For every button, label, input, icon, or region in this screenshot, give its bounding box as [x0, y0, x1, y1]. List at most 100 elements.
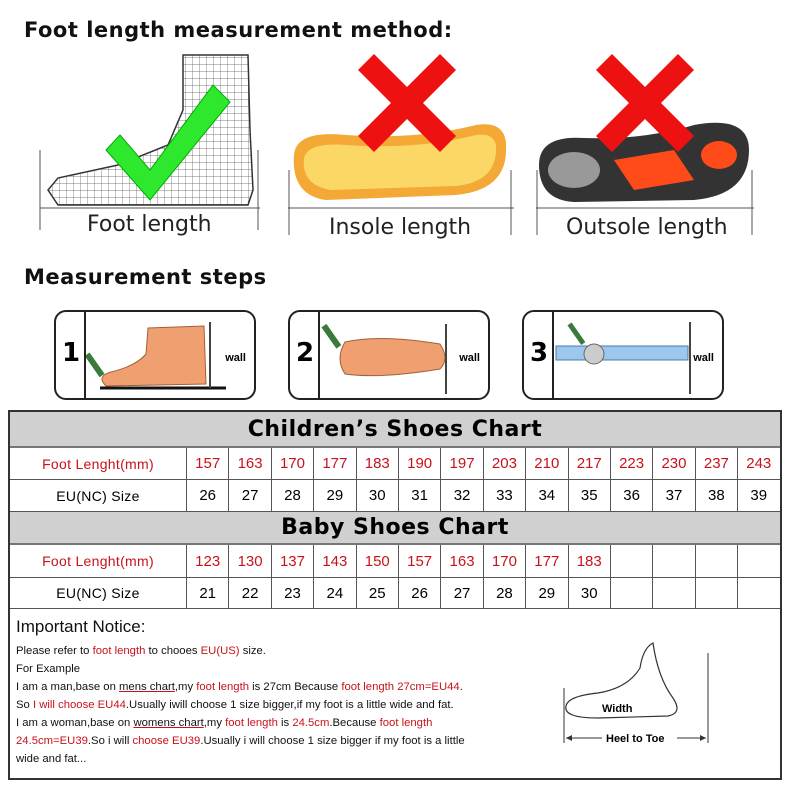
ruler-icon: [555, 322, 691, 394]
table-cell: 190: [397, 448, 440, 479]
table-cell: 157: [397, 545, 440, 577]
table-cell: 163: [228, 448, 270, 479]
row-label: EU(NC) Size: [56, 585, 140, 601]
table-cell: 223: [609, 448, 652, 479]
table-cell: 24: [313, 578, 355, 608]
table-cell: 243: [737, 448, 779, 479]
step-2: 2 wall: [288, 310, 490, 400]
table-cell: 27: [228, 480, 270, 511]
children-eu-size-row: EU(NC) Size 26 27 28 29 30 31 32 33 34 35 36 37 38 39: [10, 480, 780, 512]
wall-label: wall: [459, 352, 480, 364]
table-cell: 183: [355, 448, 398, 479]
notice-title: Important Notice:: [16, 617, 146, 636]
table-cell: 157: [186, 448, 228, 479]
row-label: Foot Lenght(mm): [42, 455, 154, 472]
foot-length-picture: Foot length: [38, 50, 263, 240]
table-cell: 29: [525, 578, 567, 608]
baby-chart-title: Baby Shoes Chart: [10, 512, 780, 545]
insole-length-picture: Insole length: [286, 50, 516, 240]
width-label: Width: [602, 703, 633, 715]
foot-length-label: Foot length: [87, 212, 212, 237]
cross-icon: [358, 54, 456, 152]
table-cell: 30: [355, 480, 398, 511]
table-cell: 170: [270, 448, 313, 479]
table-cell: 197: [440, 448, 482, 479]
cross-icon: [596, 54, 694, 152]
step-number: 1: [62, 338, 81, 368]
table-cell: 29: [313, 480, 355, 511]
foot-top-icon: [321, 323, 447, 394]
step-number: 3: [530, 338, 549, 368]
table-cell: 203: [482, 448, 525, 479]
table-cell: 217: [567, 448, 610, 479]
table-cell: 32: [440, 480, 482, 511]
size-table: Children’s Shoes Chart Foot Lenght(mm) 15…: [8, 410, 782, 780]
table-cell: 21: [186, 578, 228, 608]
wireframe-foot-icon: [39, 54, 260, 230]
table-cell: [609, 578, 652, 608]
table-cell: 28: [482, 578, 525, 608]
baby-foot-length-row: Foot Lenght(mm) 123 130 137 143 150 157 163 170 1…: [10, 545, 780, 578]
table-cell: 27: [440, 578, 482, 608]
children-chart-title: Children’s Shoes Chart: [10, 412, 780, 448]
table-cell: [609, 545, 652, 577]
insole-length-label: Insole length: [329, 215, 472, 240]
heel-to-toe-label: Heel to Toe: [606, 733, 664, 745]
table-cell: [652, 578, 694, 608]
table-cell: 170: [482, 545, 525, 577]
outsole-icon: [536, 54, 754, 235]
children-foot-length-row: Foot Lenght(mm) 157 163 170 177 183 190 197 203 2…: [10, 448, 780, 480]
table-cell: 177: [313, 448, 355, 479]
table-cell: [694, 545, 737, 577]
insole-icon: [288, 54, 514, 235]
table-cell: 35: [567, 480, 610, 511]
table-cell: 26: [186, 480, 228, 511]
notice-line: I am a woman,base on womens chart,my foo…: [16, 717, 433, 729]
divider: [552, 312, 554, 398]
row-label: EU(NC) Size: [56, 487, 140, 504]
table-cell: 22: [228, 578, 270, 608]
step-3: 3 wall: [522, 310, 724, 400]
step-1: 1 wall: [54, 310, 256, 400]
notice-line: 24.5cm=EU39.So i will choose EU39.Usuall…: [16, 735, 465, 747]
table-cell: 210: [525, 448, 567, 479]
notice-line: So I will choose EU44.Usually iwill choo…: [16, 699, 454, 711]
table-cell: 183: [567, 545, 610, 577]
baby-eu-size-row: EU(NC) Size 21 22 23 24 25 26 27 28 29 30: [10, 578, 780, 609]
table-cell: 237: [694, 448, 737, 479]
table-cell: [652, 545, 694, 577]
table-cell: 230: [652, 448, 694, 479]
table-cell: 143: [313, 545, 355, 577]
table-cell: 163: [440, 545, 482, 577]
important-notice: Important Notice: Please refer to foot l…: [16, 616, 556, 768]
table-cell: 39: [737, 480, 779, 511]
table-cell: 130: [228, 545, 270, 577]
table-cell: 177: [525, 545, 567, 577]
table-cell: 34: [525, 480, 567, 511]
table-cell: 37: [652, 480, 694, 511]
table-cell: 31: [397, 480, 440, 511]
table-cell: 28: [270, 480, 313, 511]
method-title: Foot length measurement method:: [24, 18, 453, 42]
notice-line: Please refer to foot length to chooes EU…: [16, 645, 266, 657]
table-cell: 38: [694, 480, 737, 511]
outsole-length-picture: Outsole length: [534, 50, 756, 240]
table-cell: 150: [355, 545, 398, 577]
notice-line: wide and fat...: [16, 753, 87, 765]
table-cell: [694, 578, 737, 608]
table-cell: 26: [397, 578, 440, 608]
step-number: 2: [296, 338, 315, 368]
steps-title: Measurement steps: [24, 265, 267, 289]
notice-line: I am a man,base on mens chart,my foot le…: [16, 681, 463, 693]
wall-label: wall: [693, 352, 714, 364]
table-cell: 23: [270, 578, 313, 608]
foot-diagram: Width Heel to Toe: [563, 642, 709, 745]
table-cell: [737, 578, 779, 608]
table-cell: 137: [270, 545, 313, 577]
table-cell: 33: [482, 480, 525, 511]
wall-label: wall: [225, 352, 246, 364]
notice-line: For Example: [16, 663, 81, 675]
table-cell: 36: [609, 480, 652, 511]
outsole-length-label: Outsole length: [566, 215, 728, 240]
table-cell: 123: [186, 545, 228, 577]
